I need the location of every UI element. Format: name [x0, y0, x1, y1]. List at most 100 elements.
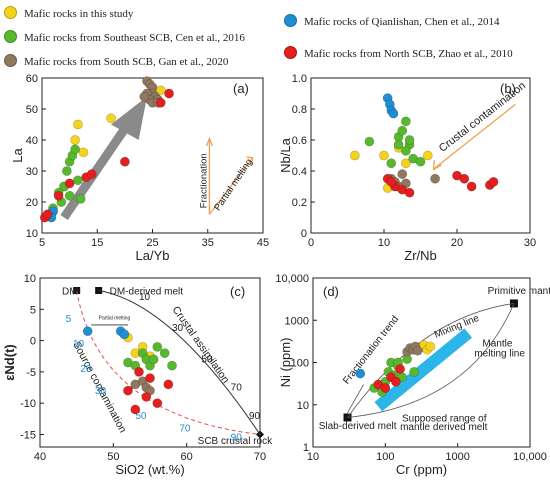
legend-marker — [4, 6, 17, 19]
data-point — [53, 190, 64, 201]
data-point — [466, 181, 477, 192]
y-tick-label: 1 — [303, 442, 309, 454]
data-point — [152, 341, 163, 352]
y-tick-label: 10 — [24, 273, 36, 285]
y-tick-label: 0.2 — [292, 197, 307, 209]
y-tick-label: 0 — [30, 336, 36, 348]
y-tick-label: 10,000 — [275, 273, 309, 285]
y-tick-label: -10 — [20, 398, 36, 410]
x-tick-label: 40 — [34, 451, 46, 463]
data-point — [422, 150, 433, 161]
legend-marker — [284, 46, 297, 59]
data-point — [388, 108, 399, 119]
x-axis-label: La/Yb — [136, 248, 170, 263]
data-point — [159, 348, 170, 359]
data-point — [430, 173, 440, 184]
y-tick-label: 5 — [30, 304, 36, 316]
y-tick-label: 1.0 — [292, 73, 307, 85]
trend-arrow-head — [111, 96, 147, 140]
mixing-line — [347, 303, 515, 418]
data-point — [75, 193, 86, 204]
annotation-scb-crustal-rock: SCB crustal rock — [198, 436, 273, 447]
legend-entry: Mafic rocks from Southeast SCB, Cen et a… — [4, 30, 245, 44]
y-tick-label: 20 — [26, 197, 38, 209]
legend-entry: Mafic rocks from South SCB, Gan et al., … — [4, 54, 228, 68]
contamination-percent-label: 50 — [135, 411, 147, 422]
x-tick-label: 10 — [378, 237, 390, 249]
contamination-percent-label: 70 — [179, 423, 191, 434]
fractionation-arrow-head — [205, 136, 214, 147]
data-point — [86, 169, 97, 179]
legend-label: Mafic rocks of Qianlishan, Chen et al., … — [304, 16, 500, 28]
assimilation-percent-label: 10 — [139, 292, 151, 303]
y-tick-label: 1000 — [285, 315, 309, 327]
x-tick-label: 70 — [254, 451, 266, 463]
trend-arrow-shaft — [60, 121, 132, 221]
panel-label: (d) — [323, 284, 339, 299]
assimilation-percent-label: 70 — [231, 383, 243, 394]
y-tick-label: 10 — [297, 400, 309, 412]
data-point — [155, 85, 166, 96]
assimilation-percent-label: 30 — [172, 323, 184, 334]
x-tick-label: 10,000 — [513, 451, 547, 463]
legend-label: Mafic rocks from Southeast SCB, Cen et a… — [24, 32, 245, 44]
data-point — [73, 175, 83, 186]
plot-frame — [39, 277, 261, 448]
data-point — [349, 150, 360, 161]
fractionation-trend-line — [347, 384, 364, 413]
y-axis-label: La — [10, 148, 25, 163]
x-tick-label: 20 — [451, 237, 463, 249]
partial-melting-arrow — [208, 158, 253, 215]
legend-entry: Mafic rocks in this study — [4, 6, 133, 20]
partial-melting-arrow-head — [246, 156, 254, 165]
mantle-melting-line — [347, 303, 515, 418]
data-point — [70, 144, 81, 155]
contamination-percent-label: 10 — [73, 339, 85, 350]
annotation-supposed-range: mantle derived melt — [400, 422, 487, 433]
contamination-percent-label: 30 — [95, 386, 107, 397]
data-point — [415, 156, 426, 167]
annotation-primitive-mantle: Primitive mantle — [488, 286, 550, 297]
data-point — [130, 404, 141, 415]
y-tick-label: 0.8 — [292, 104, 307, 116]
x-tick-label: 30 — [524, 237, 536, 249]
data-point — [164, 88, 174, 99]
annotation-slab-derived-melt: Slab-derived melt — [319, 421, 397, 432]
x-tick-label: 60 — [181, 451, 193, 463]
data-point — [355, 368, 366, 379]
y-tick-label: 50 — [26, 104, 38, 116]
data-point — [393, 139, 404, 150]
y-tick-label: -15 — [20, 429, 36, 441]
data-point — [42, 209, 53, 220]
legend-marker — [4, 30, 17, 43]
data-point — [106, 113, 116, 124]
data-point — [64, 190, 75, 201]
data-point — [148, 354, 159, 365]
data-point — [397, 169, 408, 179]
y-axis-label: Nb/La — [278, 137, 293, 172]
legend-entry: Mafic rocks from North SCB, Zhao et al.,… — [284, 46, 513, 60]
plot-frame — [310, 77, 531, 234]
legend-marker — [4, 54, 17, 67]
annotation-supposed-range: Supposed range of — [402, 414, 487, 425]
data-point — [70, 135, 81, 145]
y-tick-label: 60 — [26, 73, 38, 85]
x-tick-label: 45 — [257, 237, 269, 249]
assimilation-percent-label: 90 — [249, 411, 261, 422]
x-tick-label: 10 — [307, 451, 319, 463]
data-point — [400, 145, 411, 156]
annotation-crustal-assimilation: Crustal assimilation — [170, 304, 232, 386]
data-point — [134, 366, 144, 377]
data-point — [379, 150, 389, 161]
y-tick-label: 30 — [26, 166, 38, 178]
x-axis-label: Zr/Nb — [404, 248, 437, 263]
data-point — [119, 156, 130, 167]
contamination-percent-label: 90 — [231, 433, 243, 444]
data-point — [364, 136, 375, 147]
data-point — [155, 97, 166, 108]
data-point — [412, 345, 423, 356]
x-tick-label: 15 — [91, 237, 103, 249]
chart-legend: Mafic rocks in this study Mafic rocks fro… — [0, 0, 550, 72]
annotation-dm-derived-melt: DM-derived melt — [110, 287, 184, 298]
data-point — [425, 341, 436, 352]
